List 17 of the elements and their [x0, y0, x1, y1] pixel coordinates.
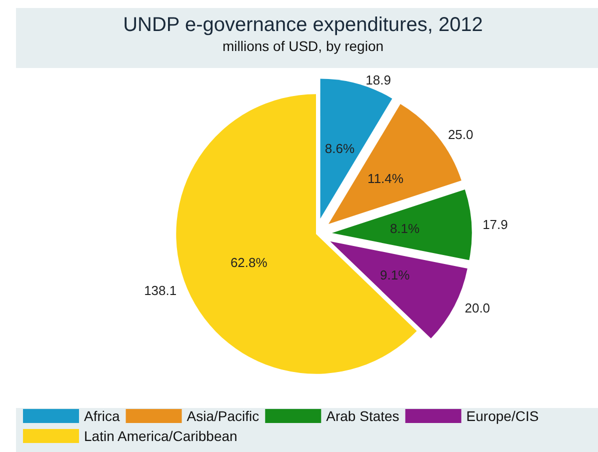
- text: 8.6%: [324, 140, 355, 156]
- data-label: 138.1: [144, 282, 177, 298]
- text: 62.8%: [230, 255, 268, 270]
- data-label: 25.0: [448, 126, 474, 142]
- data-label: 20.0: [464, 300, 490, 316]
- text: 8.1%: [390, 221, 420, 236]
- legend-label: Asia/Pacific: [186, 408, 260, 424]
- legend-label: Africa: [84, 408, 120, 424]
- chart-title: UNDP e-governance expenditures, 2012: [123, 14, 483, 36]
- text: 11.4%: [368, 171, 404, 186]
- legend-label: Arab States: [326, 408, 400, 424]
- legend-label: Europe/CIS: [466, 408, 539, 424]
- legend-label: Latin America/Caribbean: [84, 428, 238, 444]
- data-label: 17.9: [482, 216, 508, 232]
- chart-subtitle: millions of USD, by region: [222, 38, 384, 54]
- text: 9.1%: [380, 268, 410, 283]
- data-label: 18.9: [366, 72, 391, 88]
